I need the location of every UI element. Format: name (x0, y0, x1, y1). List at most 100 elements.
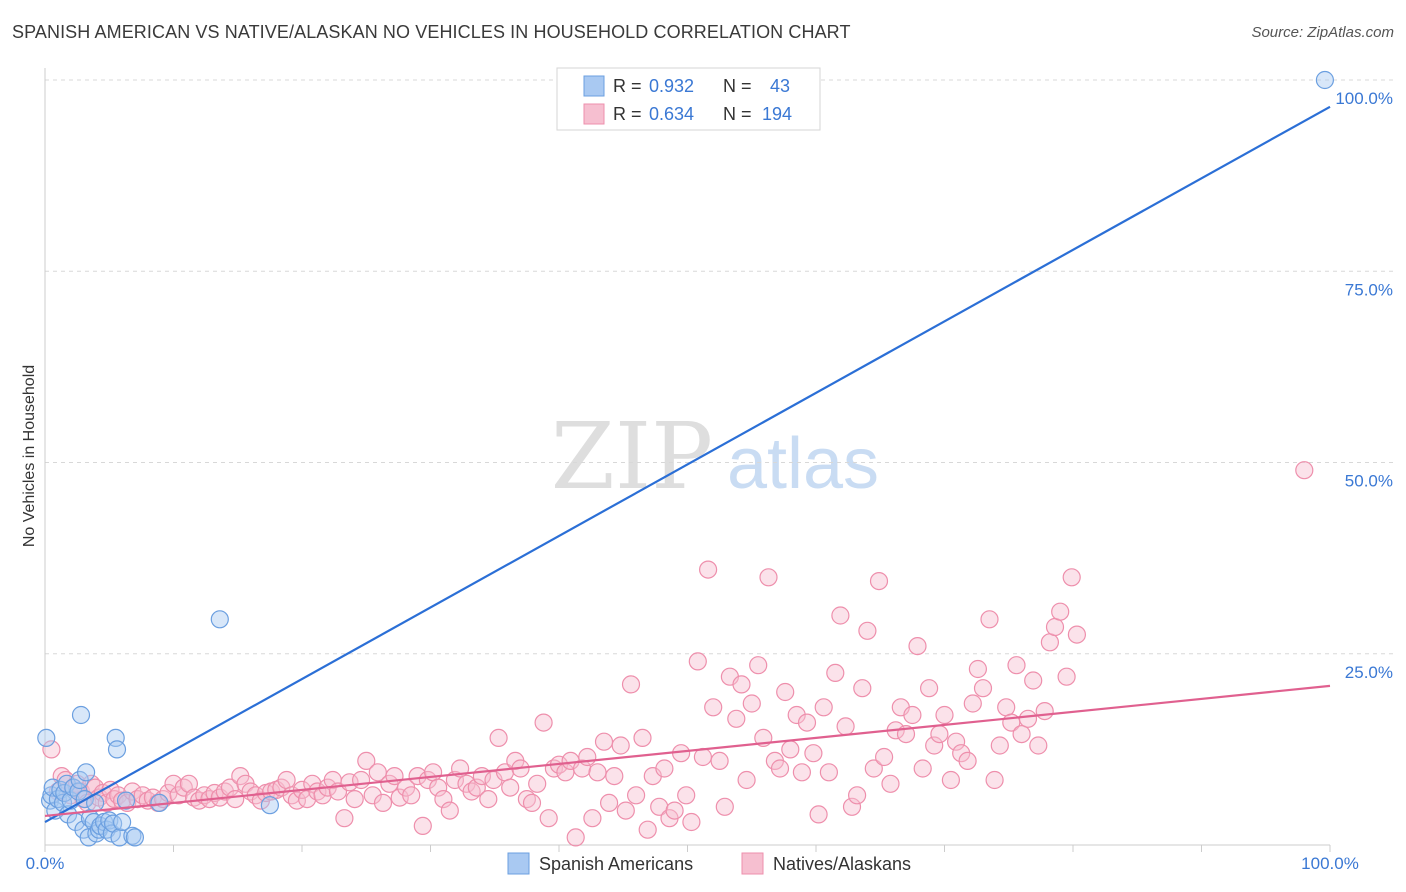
natives-alaskans-point (968, 659, 988, 679)
natives-alaskans-point (501, 778, 520, 797)
natives-alaskans-point (655, 759, 674, 778)
natives-alaskans-point (919, 679, 939, 698)
natives-alaskans-point (847, 786, 867, 805)
natives-alaskans-point (1024, 671, 1043, 690)
natives-alaskans-point (853, 679, 872, 698)
natives-alaskans-point (770, 759, 790, 778)
natives-alaskans-point (858, 621, 877, 640)
natives-alaskans-points (42, 461, 1314, 847)
natives-alaskans-point (809, 805, 828, 824)
legend-swatch-spanish-americans (507, 852, 530, 875)
stats-swatch-pink (583, 103, 605, 125)
source-label: Source: ZipAtlas.com (1251, 24, 1394, 41)
natives-alaskans-point (781, 740, 800, 759)
natives-alaskans-point (357, 751, 376, 771)
natives-alaskans-point (997, 698, 1016, 717)
legend-swatch-natives-alaskans (741, 852, 764, 875)
natives-alaskans-point (1029, 736, 1048, 755)
legend-label-spanish-americans: Spanish Americans (539, 854, 693, 874)
trend-line-natives-alaskans (44, 684, 1331, 818)
natives-alaskans-point (908, 636, 927, 656)
natives-alaskans-point (616, 801, 635, 820)
x-tick-label-min: 0.0% (26, 854, 65, 873)
y-tick-label: 50.0% (1345, 472, 1393, 491)
watermark-zip: ZIP (551, 403, 713, 510)
natives-alaskans-point (605, 766, 624, 786)
natives-alaskans-point (373, 793, 393, 813)
natives-alaskans-point (1057, 667, 1076, 686)
natives-alaskans-point (727, 709, 746, 728)
natives-alaskans-point (903, 705, 922, 725)
natives-alaskans-point (363, 786, 382, 805)
natives-alaskans-point (869, 571, 889, 591)
watermark-atlas: atlas (727, 424, 879, 504)
natives-alaskans-point (935, 705, 954, 725)
natives-alaskans-point (226, 789, 245, 809)
natives-alaskans-point (440, 801, 459, 820)
stats-n-value-pink: 194 (762, 104, 792, 124)
natives-alaskans-point (797, 713, 817, 732)
natives-alaskans-point (715, 797, 734, 816)
natives-alaskans-point (1035, 701, 1054, 721)
y-tick-label: 25.0% (1345, 663, 1393, 682)
natives-alaskans-point (874, 747, 894, 767)
natives-alaskans-point (930, 724, 949, 744)
natives-alaskans-point (633, 728, 652, 748)
spanish-americans-points (37, 70, 1335, 847)
spanish-americans-point (1315, 70, 1335, 90)
x-ticks (44, 845, 1331, 852)
spanish-americans-point (71, 705, 91, 725)
natives-alaskans-point (826, 663, 845, 683)
natives-alaskans-point (588, 763, 607, 782)
natives-alaskans-point (1040, 633, 1060, 652)
natives-alaskans-point (742, 694, 761, 713)
natives-alaskans-point (539, 809, 558, 828)
stats-legend: R = 0.932 N = 43 R = 0.634 N = 194 (556, 67, 821, 131)
legend-label-natives-alaskans: Natives/Alaskans (773, 854, 911, 874)
natives-alaskans-point (990, 736, 1009, 755)
natives-alaskans-point (759, 568, 778, 587)
spanish-americans-point (107, 740, 127, 759)
natives-alaskans-point (528, 774, 547, 793)
trend-lines (44, 105, 1331, 824)
natives-alaskans-point (164, 774, 183, 793)
spanish-americans-point (106, 728, 125, 748)
series-legend: Spanish Americans Natives/Alaskans (507, 852, 911, 875)
natives-alaskans-point (522, 793, 542, 813)
spanish-americans-point (37, 728, 56, 748)
natives-alaskans-point (335, 809, 354, 828)
spanish-americans-point (210, 610, 229, 629)
natives-alaskans-point (179, 774, 198, 793)
natives-alaskans-point (1295, 461, 1314, 480)
natives-alaskans-point (594, 732, 614, 751)
x-tick-label-max: 100.0% (1301, 854, 1359, 873)
natives-alaskans-point (665, 801, 684, 820)
natives-alaskans-point (710, 751, 729, 771)
gridlines (45, 79, 1395, 655)
natives-alaskans-point (732, 675, 751, 694)
y-tick-label: 100.0% (1335, 89, 1393, 108)
natives-alaskans-point (650, 797, 669, 816)
natives-alaskans-point (352, 770, 371, 790)
y-tick-label: 75.0% (1345, 280, 1393, 299)
natives-alaskans-point (1062, 568, 1081, 587)
natives-alaskans-point (489, 728, 508, 748)
natives-alaskans-point (429, 778, 448, 797)
spanish-americans-point (112, 812, 132, 832)
natives-alaskans-point (973, 679, 993, 698)
natives-alaskans-point (814, 698, 833, 717)
natives-alaskans-point (621, 675, 641, 694)
stats-n-label-blue: N = (723, 76, 752, 96)
natives-alaskans-point (704, 698, 723, 717)
stats-n-label-pink: N = (723, 104, 752, 124)
natives-alaskans-point (925, 736, 944, 755)
natives-alaskans-point (737, 770, 756, 790)
natives-alaskans-point (804, 744, 823, 763)
natives-alaskans-point (980, 610, 999, 629)
natives-alaskans-point (1051, 602, 1070, 621)
natives-alaskans-point (836, 717, 855, 736)
y-axis-label: No Vehicles in Household (21, 365, 38, 547)
natives-alaskans-point (611, 736, 630, 755)
spanish-americans-point (69, 782, 88, 801)
